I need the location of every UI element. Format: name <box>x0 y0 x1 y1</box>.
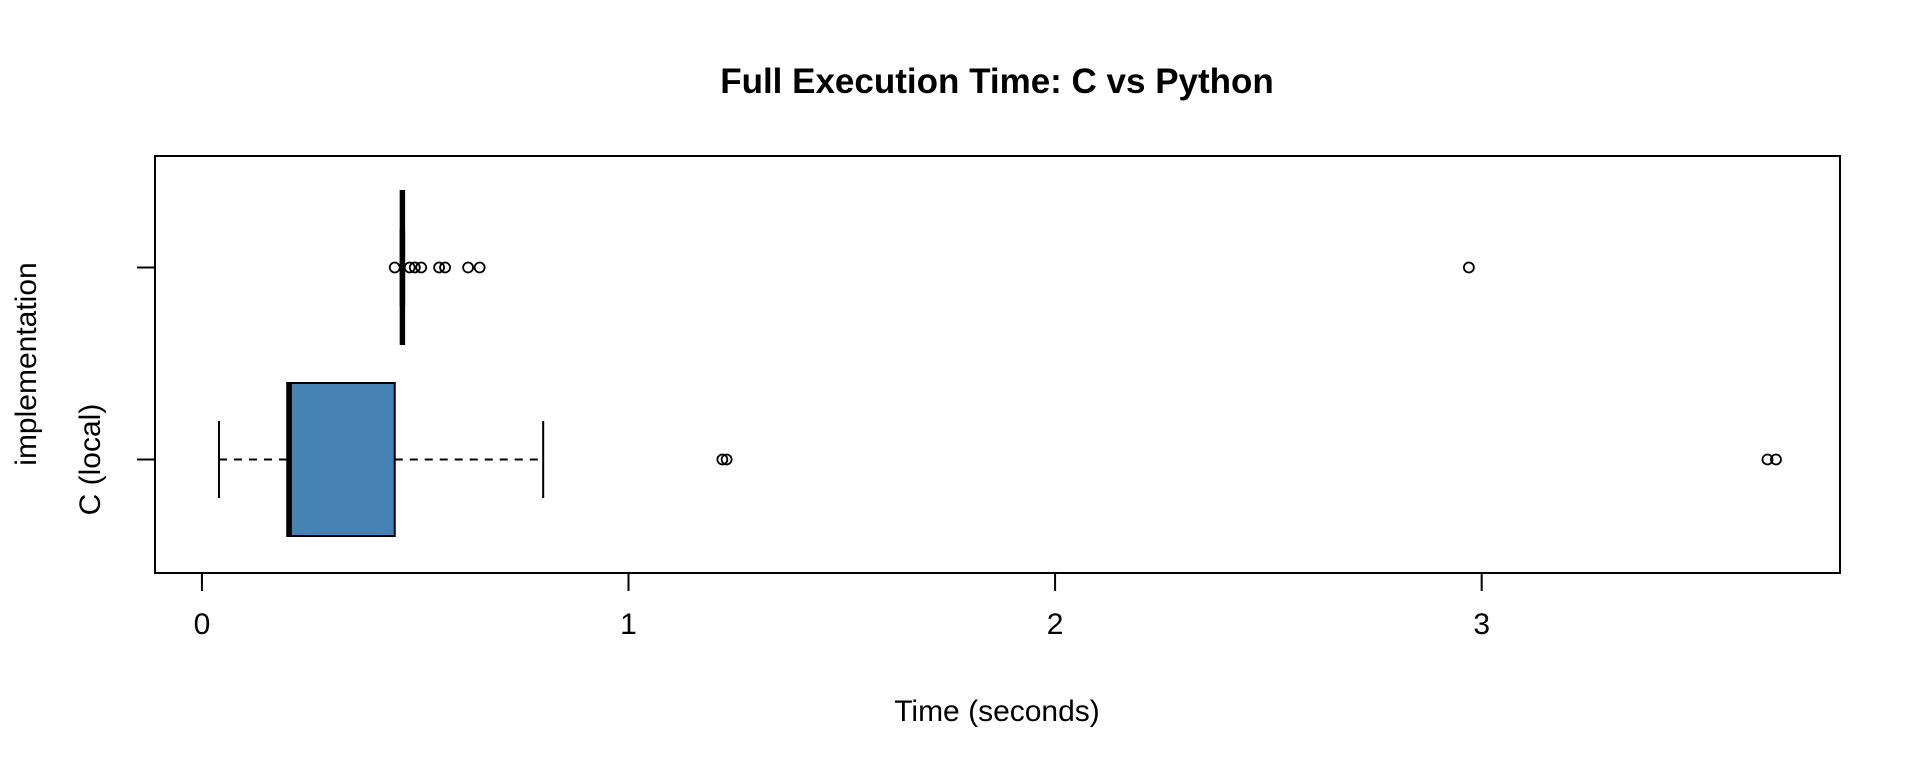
outlier-point <box>720 453 733 466</box>
x-tick-label: 0 <box>194 608 211 641</box>
x-tick-label: 1 <box>620 608 637 641</box>
box <box>286 382 396 537</box>
outlier-point <box>415 261 428 274</box>
plot-area: 0 1 2 3 C (local) <box>74 155 1841 641</box>
chart-title: Full Execution Time: C vs Python <box>720 62 1274 101</box>
x-tick-label: 3 <box>1473 608 1490 641</box>
outlier-point <box>716 453 729 466</box>
x-tick-label: 2 <box>1047 608 1064 641</box>
outlier-point <box>403 261 416 274</box>
outlier-point <box>433 261 446 274</box>
outlier-point <box>473 261 486 274</box>
outlier-point <box>1462 261 1475 274</box>
outlier-point <box>1761 453 1774 466</box>
outlier-point <box>439 261 451 274</box>
y-axis-label: implementation <box>10 262 43 465</box>
outlier-point <box>408 261 421 274</box>
plot-border <box>154 155 1841 574</box>
outlier-point <box>388 261 401 274</box>
outlier-point <box>1770 453 1782 466</box>
x-axis-label: Time (seconds) <box>894 695 1100 728</box>
outlier-point <box>462 261 475 274</box>
category-label: C (local) <box>74 404 107 516</box>
